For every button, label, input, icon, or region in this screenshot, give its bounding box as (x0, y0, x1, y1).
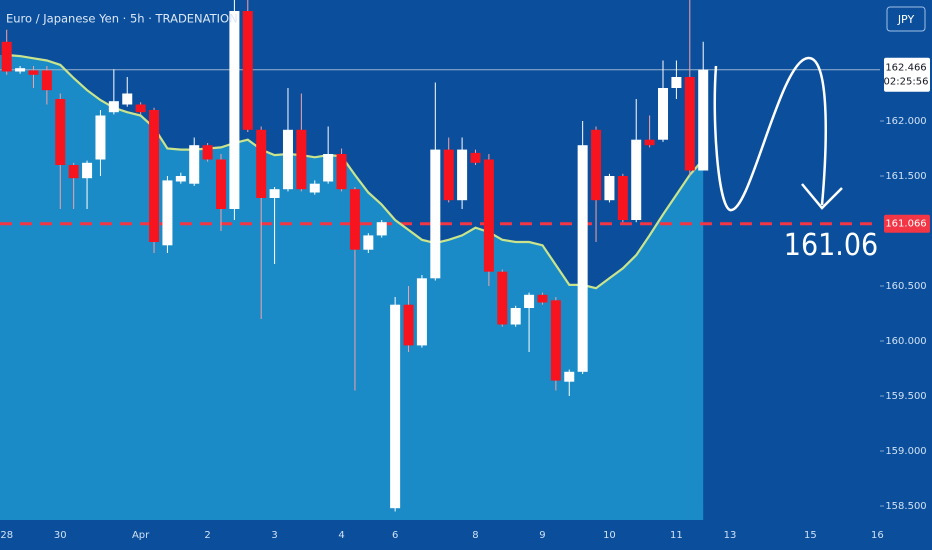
candle-body (684, 77, 695, 171)
candle-body (564, 371, 575, 382)
y-tick-label: 159.500 (885, 391, 926, 402)
y-tick-label: 159.000 (885, 446, 926, 457)
countdown: 02:25:56 (884, 77, 929, 88)
candle-body (189, 145, 200, 184)
y-tick-label: 160.000 (885, 336, 926, 347)
x-tick-label: 4 (338, 530, 344, 541)
candle-body (41, 70, 52, 91)
candle-body (658, 88, 669, 140)
x-tick-label: 16 (871, 530, 884, 541)
candle-body (416, 278, 427, 346)
currency-box[interactable] (886, 6, 926, 32)
x-tick-label: 3 (271, 530, 277, 541)
candle-body (698, 69, 709, 171)
candle-body (282, 129, 293, 190)
candle-body (497, 271, 508, 325)
candle-body (55, 99, 66, 165)
candle-body (95, 115, 106, 160)
level-box (884, 214, 930, 233)
candle-body (617, 176, 628, 220)
candle-body (430, 149, 441, 279)
x-tick-label: 10 (603, 530, 616, 541)
candle-body (68, 165, 79, 179)
candle-body (135, 104, 146, 113)
last-price-label: 162.466 (885, 63, 926, 74)
candle-body (28, 70, 39, 75)
ma-area (0, 55, 704, 520)
x-tick-label: 11 (670, 530, 683, 541)
chart-title: Euro / Japanese Yen · 5h · TRADENATION (6, 12, 238, 26)
candle-body (483, 159, 494, 272)
x-tick-label: 9 (539, 530, 545, 541)
candle-body (390, 304, 401, 509)
candle-body (122, 93, 133, 105)
candle-body (550, 300, 561, 381)
candle-body (296, 129, 307, 190)
candle-body (15, 68, 26, 72)
candle-body (349, 189, 360, 250)
drawn-arrow (713, 56, 827, 212)
candle-body (242, 11, 253, 130)
candle-body (269, 189, 280, 198)
candle-body (631, 139, 642, 220)
candle-body (202, 145, 213, 160)
x-tick-label: 6 (392, 530, 398, 541)
candle-body (591, 129, 602, 201)
candle-body (537, 294, 548, 303)
candle-body (363, 235, 374, 250)
x-tick-label: Apr (132, 530, 150, 541)
candle-body (457, 149, 468, 201)
candle-body (229, 11, 240, 209)
candle-body (577, 145, 588, 372)
candle-body (644, 139, 655, 146)
candle-body (175, 176, 186, 182)
arrow-head (801, 183, 843, 210)
x-tick-label: 28 (0, 530, 13, 541)
candle-body (470, 152, 481, 163)
x-tick-label: 8 (472, 530, 478, 541)
candle-body (216, 159, 227, 209)
candle-body (403, 304, 414, 346)
y-tick-label: 160.500 (885, 281, 926, 292)
candle-body (510, 308, 521, 325)
candle-body (82, 162, 93, 179)
candle-body (162, 180, 173, 246)
x-tick-label: 13 (724, 530, 737, 541)
y-tick-label: 162.000 (885, 116, 926, 127)
candle-body (256, 129, 267, 198)
y-tick-label: 161.500 (885, 171, 926, 182)
x-tick-label: 2 (204, 530, 210, 541)
candle-body (604, 176, 615, 201)
last-price-box (884, 57, 930, 92)
candle-body (671, 77, 682, 88)
candle-body (323, 154, 334, 182)
candle-body (524, 294, 535, 308)
candle-body (309, 183, 320, 193)
candle-body (1, 41, 12, 72)
candle-body (149, 110, 160, 242)
candle-body (376, 222, 387, 236)
level-label: 161.066 (885, 219, 926, 230)
candle-body (108, 101, 119, 113)
x-tick-label: 15 (804, 530, 817, 541)
level-annotation: 161.06 (784, 228, 878, 263)
candle-body (443, 149, 454, 201)
x-tick-label: 30 (54, 530, 67, 541)
candle-body (336, 154, 347, 190)
currency[interactable]: JPY (897, 13, 915, 26)
y-tick-label: 158.500 (885, 501, 926, 512)
